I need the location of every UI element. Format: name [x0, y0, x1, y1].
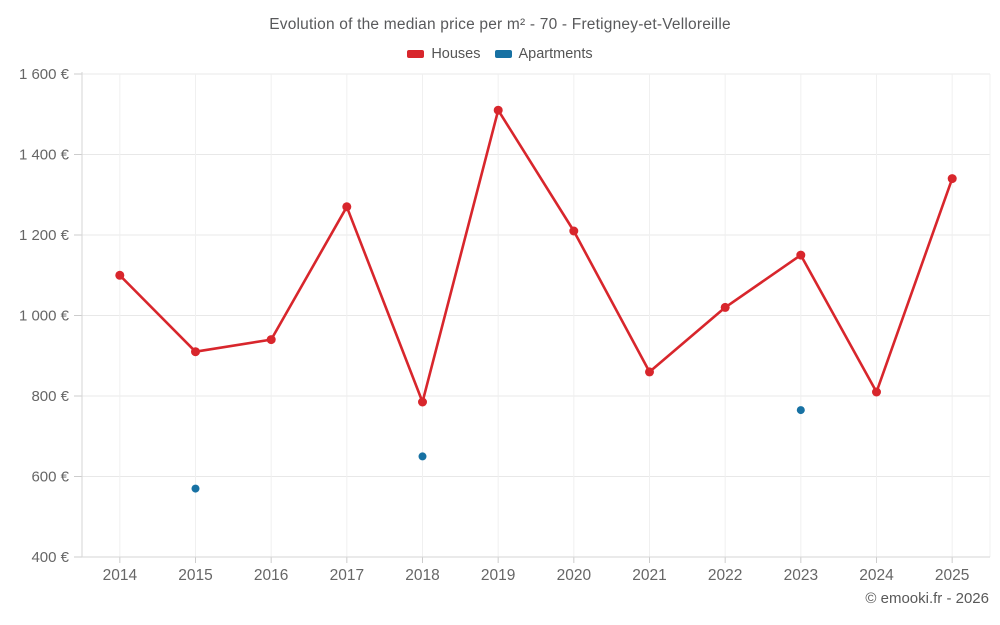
- y-axis-label: 1 400 €: [19, 147, 70, 164]
- x-axis-label: 2016: [254, 567, 288, 584]
- x-axis-label: 2014: [103, 567, 138, 584]
- houses-point[interactable]: [947, 174, 957, 184]
- houses-legend-swatch: [407, 50, 425, 58]
- y-axis-label: 400 €: [31, 549, 69, 566]
- apartments-point[interactable]: [418, 452, 427, 461]
- houses-point[interactable]: [493, 105, 503, 115]
- houses-point[interactable]: [872, 387, 881, 397]
- apartments-legend-label: Apartments: [518, 46, 593, 62]
- x-axis-label: 2020: [557, 567, 592, 584]
- houses-point[interactable]: [342, 202, 352, 212]
- houses-point[interactable]: [796, 250, 806, 260]
- houses-point[interactable]: [569, 226, 579, 236]
- houses-point[interactable]: [115, 270, 125, 280]
- houses-point[interactable]: [191, 347, 200, 357]
- y-axis-label: 1 000 €: [19, 308, 70, 325]
- apartments-legend-swatch: [494, 50, 512, 58]
- houses-line: [118, 108, 954, 404]
- apartments-point[interactable]: [796, 406, 805, 415]
- x-axis-label: 2024: [859, 567, 894, 584]
- x-axis-label: 2019: [481, 567, 515, 584]
- houses-point[interactable]: [418, 397, 427, 407]
- y-axis-label: 800 €: [31, 388, 69, 405]
- legend-item-houses[interactable]: Houses: [407, 46, 481, 62]
- apartments-point[interactable]: [191, 484, 200, 493]
- houses-legend-label: Houses: [431, 46, 481, 62]
- legend-item-apartments[interactable]: Apartments: [494, 46, 593, 62]
- chart-legend: Houses Apartments: [0, 46, 1000, 62]
- x-axis-label: 2015: [178, 567, 212, 584]
- copyright-credit: © emooki.fr - 2026: [865, 590, 989, 607]
- chart-title: Evolution of the median price per m² - 7…: [269, 16, 731, 33]
- x-axis-label: 2025: [935, 567, 969, 584]
- y-axis-label: 1 600 €: [19, 66, 70, 83]
- y-axis-label: 600 €: [31, 469, 69, 486]
- x-axis-label: 2017: [330, 567, 364, 584]
- x-axis-label: 2018: [405, 567, 439, 584]
- houses-point[interactable]: [266, 335, 276, 345]
- x-axis-label: 2023: [784, 567, 818, 584]
- houses-point[interactable]: [645, 367, 654, 377]
- x-axis-label: 2022: [708, 567, 742, 584]
- y-axis-label: 1 200 €: [19, 227, 70, 244]
- houses-point[interactable]: [720, 302, 730, 312]
- x-axis-label: 2021: [632, 567, 666, 584]
